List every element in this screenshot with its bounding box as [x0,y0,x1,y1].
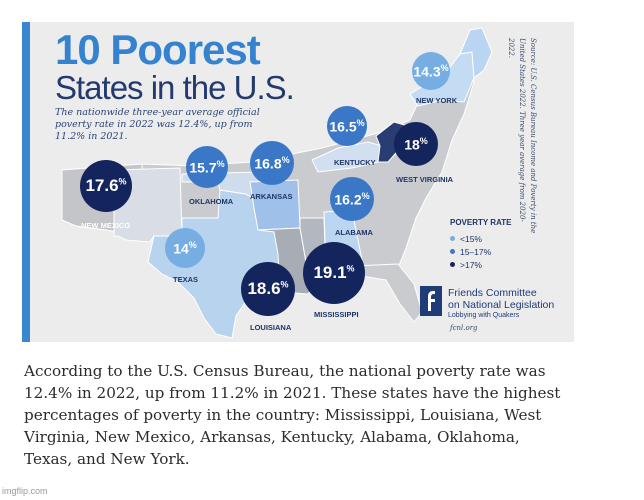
legend-dot-mid [450,249,455,254]
state-label-louisiana: LOUISIANA [250,323,292,332]
percent-sign-new-mexico: % [118,176,127,187]
bubble-oklahoma: 15.7% [186,146,228,188]
title-line-1: 10 Poorest [55,26,261,73]
percent-sign-arkansas: % [281,154,290,165]
legend-label-mid: 15–17% [460,246,492,257]
legend-item-low: <15% [450,232,512,245]
caption-paragraph: According to the U.S. Census Bureau, the… [24,362,561,468]
poverty-infographic: 10 Poorest States in the U.S. The nation… [22,22,574,342]
rate-value-arkansas: 16.8% [254,154,290,172]
state-label-arkansas: ARKANSAS [250,192,293,201]
state-label-texas: TEXAS [173,275,199,284]
percent-sign-kentucky: % [356,117,365,128]
bubble-west-virginia: 18% [394,122,438,166]
state-label-new-york: NEW YORK [416,96,458,105]
bubble-alabama: 16.2% [330,177,374,221]
bubble-arkansas: 16.8% [250,141,294,185]
percent-sign-mississippi: % [346,263,355,274]
bubble-texas: 14% [165,228,205,268]
watermark: imgflip.com [2,486,48,496]
legend-dot-low [450,236,455,241]
rate-value-texas: 14% [173,239,197,257]
legend-label-high: >17% [460,259,482,270]
logo-text-line-2: on National Legislation [448,299,555,311]
source-note: Source: U.S. Census Bureau Income and Po… [507,38,537,234]
legend: POVERTY RATE <15% 15–17% >17% [450,218,512,271]
state-shape-florida [350,263,423,323]
rate-value-new-york: 14.3% [413,62,449,80]
percent-sign-west-virginia: % [419,135,428,146]
bubble-kentucky: 16.5% [327,106,367,146]
subtitle: The nationwide three-year average offici… [55,107,260,142]
bubble-mississippi: 19.1% [303,242,365,304]
bubble-new-mexico: 17.6% [80,160,132,212]
fcnl-logo-icon [420,286,442,316]
state-label-mississippi: MISSISSIPPI [314,310,359,319]
logo-text-line-1: Friends Committee [448,287,537,299]
state-label-kentucky: KENTUCKY [334,158,376,167]
legend-item-mid: 15–17% [450,245,512,258]
website-text: fcnl.org [450,324,478,332]
legend-title: POVERTY RATE [450,218,512,227]
rate-value-louisiana: 18.6% [247,279,289,298]
rate-value-kentucky: 16.5% [329,117,365,135]
logo-tagline: Lobbying with Quakers [448,312,520,319]
legend-label-low: <15% [460,233,482,244]
rate-value-oklahoma: 15.7% [189,158,225,176]
state-shape-arkansas [249,179,301,231]
rate-value-west-virginia: 18% [404,135,428,153]
state-label-new-mexico: NEW MEXICO [81,221,131,230]
legend-item-high: >17% [450,258,512,271]
accent-bar [22,22,30,342]
rate-value-alabama: 16.2% [334,190,370,208]
state-shape-new-england [459,27,493,79]
percent-sign-new-york: % [440,62,449,73]
title-line-2: States in the U.S. [55,69,295,106]
state-label-alabama: ALABAMA [335,228,373,237]
percent-sign-louisiana: % [280,279,289,290]
rate-value-mississippi: 19.1% [313,263,355,282]
rate-value-new-mexico: 17.6% [85,176,127,195]
percent-sign-oklahoma: % [216,158,225,169]
legend-dot-high [450,262,455,267]
state-label-oklahoma: OKLAHOMA [189,197,234,206]
percent-sign-texas: % [188,239,197,250]
bubble-louisiana: 18.6% [241,262,295,316]
percent-sign-alabama: % [361,190,370,201]
state-label-west-virginia: WEST VIRGINIA [396,175,454,184]
bubble-new-york: 14.3% [412,52,450,90]
